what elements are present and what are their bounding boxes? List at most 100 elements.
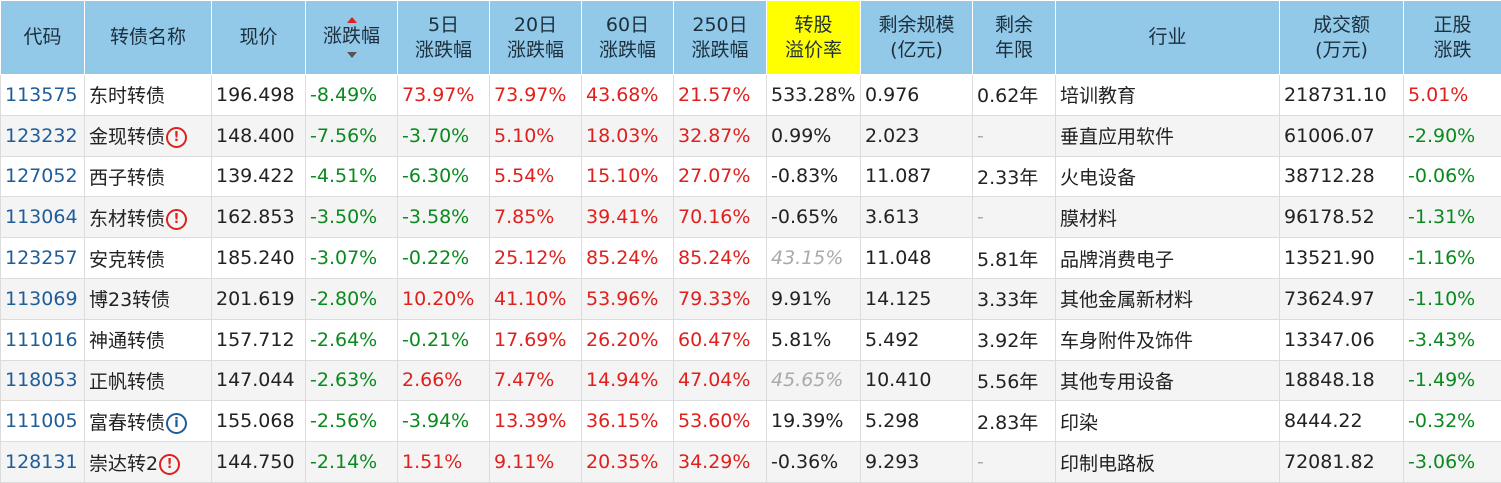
col-industry-label: 行业 <box>1148 26 1187 48</box>
cell-price: 147.044 <box>211 359 306 402</box>
cell-years: 0.62年 <box>972 74 1056 116</box>
cell-premium: 45.65% <box>766 359 861 402</box>
sort-descending-icon <box>346 52 357 58</box>
bond-name[interactable]: 安克转债 <box>89 248 166 271</box>
cell-industry: 火电设备 <box>1055 155 1280 198</box>
bond-name[interactable]: 富春转债 <box>89 411 166 434</box>
cell-d5: -0.21% <box>397 318 490 361</box>
cell-name[interactable]: 神通转债 <box>84 318 212 361</box>
table-row[interactable]: 113069 博23转债 201.619 -2.80% 10.20% 41.10% 53.9… <box>0 277 1501 320</box>
cell-d20: 73.97% <box>489 74 582 116</box>
col-price-label: 现价 <box>239 26 278 48</box>
table-row[interactable]: 118053 正帆转债 147.044 -2.63% 2.66% 7.47% 14.94% 4… <box>0 359 1501 402</box>
col-60d-change[interactable]: 60日 涨跌幅 <box>581 0 674 75</box>
bond-name[interactable]: 正帆转债 <box>89 370 166 393</box>
cell-d5: -3.70% <box>397 114 490 157</box>
cell-years: 3.92年 <box>972 318 1056 361</box>
bond-name[interactable]: 东时转债 <box>89 85 166 108</box>
cell-d250: 47.04% <box>673 359 767 402</box>
col-code[interactable]: 代码 <box>0 0 85 75</box>
cell-code[interactable]: 127052 <box>0 155 85 198</box>
cell-d250: 32.87% <box>673 114 767 157</box>
bond-name[interactable]: 神通转债 <box>89 330 166 353</box>
cell-name[interactable]: 东材转债! <box>84 196 212 239</box>
table-row[interactable]: 113575 东时转债 196.498 -8.49% 73.97% 73.97% 43.68… <box>0 74 1501 116</box>
cell-premium: -0.65% <box>766 196 861 239</box>
warning-icon[interactable]: ! <box>166 127 188 149</box>
table-row[interactable]: 127052 西子转债 139.422 -4.51% -6.30% 5.54% 15.10%… <box>0 155 1501 198</box>
col-premium-label-1: 转股 <box>794 13 833 36</box>
cell-years: 3.33年 <box>972 277 1056 320</box>
cell-volume: 218731.10 <box>1279 74 1404 116</box>
bond-name[interactable]: 东材转债 <box>89 207 166 230</box>
col-remaining[interactable]: 剩余规模 (亿元) <box>860 0 973 75</box>
col-volume[interactable]: 成交额 (万元) <box>1279 0 1404 75</box>
cell-code[interactable]: 113064 <box>0 196 85 239</box>
col-years[interactable]: 剩余 年限 <box>972 0 1056 75</box>
cell-price: 196.498 <box>211 74 306 116</box>
cell-years: - <box>972 441 1056 483</box>
cell-code[interactable]: 123232 <box>0 114 85 157</box>
cell-code[interactable]: 111005 <box>0 400 85 443</box>
col-price[interactable]: 现价 <box>211 0 306 75</box>
bond-name[interactable]: 西子转债 <box>89 166 166 189</box>
cell-industry: 品牌消费电子 <box>1055 237 1280 279</box>
table-row[interactable]: 123257 安克转债 185.240 -3.07% -0.22% 25.12% 85.24… <box>0 237 1501 279</box>
cell-volume: 13347.06 <box>1279 318 1404 361</box>
cell-volume: 8444.22 <box>1279 400 1404 443</box>
col-20d-label-2: 涨跌幅 <box>506 38 564 61</box>
cell-name[interactable]: 崇达转2! <box>84 441 212 483</box>
col-20d-change[interactable]: 20日 涨跌幅 <box>489 0 582 75</box>
warning-icon[interactable]: ! <box>159 453 181 475</box>
col-stock-change[interactable]: 正股 涨跌 <box>1403 0 1501 75</box>
col-5d-change[interactable]: 5日 涨跌幅 <box>397 0 490 75</box>
cell-name[interactable]: 富春转债 i <box>84 400 212 443</box>
cell-code[interactable]: 113069 <box>0 277 85 320</box>
warning-icon[interactable]: ! <box>166 208 188 230</box>
col-change-label: 涨跌幅 <box>322 25 380 47</box>
cell-name[interactable]: 博23转债 <box>84 277 212 320</box>
bond-name[interactable]: 博23转债 <box>89 289 171 312</box>
cell-years: 5.81年 <box>972 237 1056 279</box>
cell-code[interactable]: 123257 <box>0 237 85 279</box>
cell-d20: 41.10% <box>489 277 582 320</box>
cell-code[interactable]: 111016 <box>0 318 85 361</box>
cell-code[interactable]: 113575 <box>0 74 85 116</box>
cell-industry: 培训教育 <box>1055 74 1280 116</box>
cell-change: -4.51% <box>305 155 398 198</box>
table-row[interactable]: 111005 富春转债 i 155.068 -2.56% -3.94% 13.39% 36.1… <box>0 400 1501 443</box>
cell-remaining: 5.298 <box>860 400 973 443</box>
cell-d20: 25.12% <box>489 237 582 279</box>
table-row[interactable]: 113064 东材转债! 162.853 -3.50% -3.58% 7.85% 39.41… <box>0 196 1501 239</box>
table-row[interactable]: 128131 崇达转2! 144.750 -2.14% 1.51% 9.11% 20.35%… <box>0 441 1501 483</box>
cell-name[interactable]: 金现转债! <box>84 114 212 157</box>
cell-code[interactable]: 128131 <box>0 441 85 483</box>
col-name[interactable]: 转债名称 <box>84 0 212 75</box>
bond-name[interactable]: 金现转债 <box>89 126 166 149</box>
cell-code[interactable]: 118053 <box>0 359 85 402</box>
table-row[interactable]: 111016 神通转债 157.712 -2.64% -0.21% 17.69% 26.20… <box>0 318 1501 361</box>
cell-years: 2.33年 <box>972 155 1056 198</box>
col-5d-label-1: 5日 <box>427 13 460 36</box>
cell-premium: 19.39% <box>766 400 861 443</box>
cell-d5: -3.94% <box>397 400 490 443</box>
cell-name[interactable]: 东时转债 <box>84 74 212 116</box>
cell-industry: 其他专用设备 <box>1055 359 1280 402</box>
bond-name[interactable]: 崇达转2 <box>89 452 159 475</box>
cell-name[interactable]: 安克转债 <box>84 237 212 279</box>
col-change[interactable]: 涨跌幅 <box>305 0 398 75</box>
cell-premium: 43.15% <box>766 237 861 279</box>
table-row[interactable]: 123232 金现转债! 148.400 -7.56% -3.70% 5.10% 18.03… <box>0 114 1501 157</box>
info-icon[interactable]: i <box>166 412 188 434</box>
col-premium[interactable]: 转股 溢价率 <box>766 0 861 75</box>
cell-remaining: 14.125 <box>860 277 973 320</box>
col-industry[interactable]: 行业 <box>1055 0 1280 75</box>
cell-name[interactable]: 正帆转债 <box>84 359 212 402</box>
cell-volume: 96178.52 <box>1279 196 1404 239</box>
cell-d20: 17.69% <box>489 318 582 361</box>
col-250d-change[interactable]: 250日 涨跌幅 <box>673 0 767 75</box>
cell-name[interactable]: 西子转债 <box>84 155 212 198</box>
col-volume-label-2: (万元) <box>1315 38 1368 61</box>
col-remaining-label-2: (亿元) <box>890 38 943 61</box>
col-years-label-2: 年限 <box>994 38 1033 61</box>
